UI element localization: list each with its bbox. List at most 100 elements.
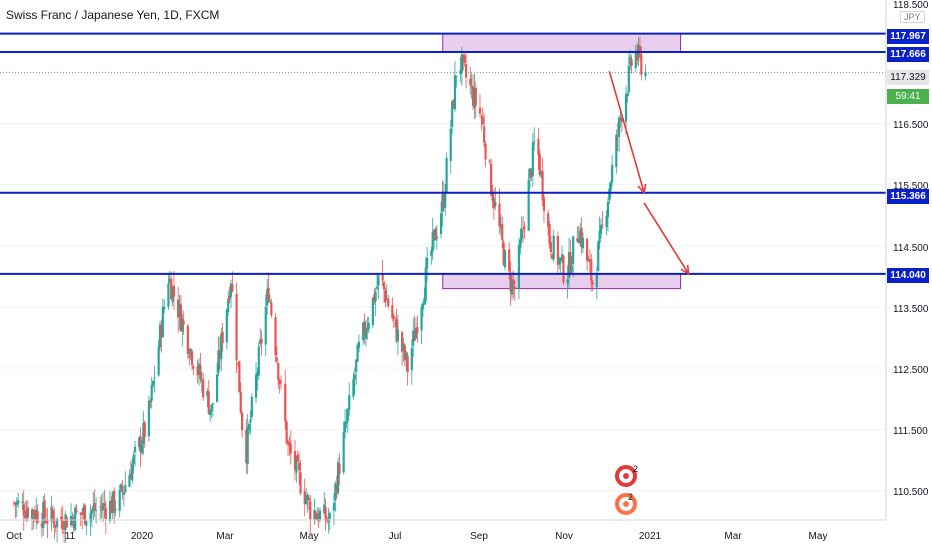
candle-body — [129, 473, 132, 479]
candle-body — [128, 475, 131, 487]
candle-body — [577, 240, 580, 244]
candle-body — [138, 437, 141, 448]
candle-body — [449, 128, 452, 161]
candle-body — [538, 154, 541, 176]
candle-body — [522, 228, 525, 230]
candle-body — [177, 299, 180, 318]
candle-body — [371, 297, 374, 326]
candle-body — [100, 509, 103, 511]
candle-body — [357, 341, 361, 348]
candle-body — [400, 332, 404, 352]
candle-body — [298, 462, 301, 471]
candle-body — [15, 501, 18, 506]
candle-body — [463, 55, 466, 63]
projection-arrows[interactable] — [608, 71, 690, 276]
candle-body — [396, 329, 400, 342]
chart-grid — [0, 122, 886, 492]
projection-arrow[interactable] — [608, 71, 645, 193]
time-tick: Sep — [470, 531, 488, 542]
candle-body — [54, 525, 57, 527]
candle-body — [627, 65, 630, 93]
candle-body — [327, 520, 330, 522]
candle-body — [337, 462, 340, 494]
candle-body — [385, 298, 388, 300]
candle-body — [217, 350, 220, 373]
candle-body — [580, 228, 583, 248]
candle-body — [638, 46, 642, 54]
candle-body — [420, 307, 423, 331]
candle-body — [430, 250, 433, 256]
candle-body — [124, 485, 127, 492]
supply-demand-zone[interactable] — [442, 33, 682, 53]
currency-badge[interactable]: JPY — [900, 11, 925, 23]
candle-body — [197, 363, 201, 375]
candle-body — [334, 483, 337, 501]
candle-body — [548, 224, 551, 245]
candle-body — [556, 236, 559, 265]
candle-body — [26, 507, 30, 518]
candle-body — [147, 400, 151, 437]
candle-body — [560, 254, 564, 261]
candle-body — [231, 284, 234, 292]
candle-body — [190, 351, 194, 366]
candle-body — [537, 138, 540, 155]
candle-body — [36, 511, 39, 523]
level-label[interactable]: 117.967 — [887, 29, 929, 44]
candle-body — [421, 303, 425, 310]
candle-body — [335, 484, 338, 494]
candle-body — [168, 278, 171, 283]
candle-body — [250, 396, 253, 418]
level-label[interactable]: 115.366 — [887, 189, 929, 204]
candle-body — [307, 497, 310, 501]
candle-body — [615, 134, 618, 168]
candle-body — [474, 87, 477, 106]
candle-body — [410, 347, 413, 371]
candle-body — [510, 279, 514, 295]
time-tick: 2020 — [130, 531, 154, 542]
candle-body — [90, 509, 93, 514]
candle-body — [111, 491, 114, 514]
candle-body — [367, 322, 370, 330]
svg-text:2: 2 — [628, 492, 633, 502]
candle-body — [323, 504, 326, 514]
projection-arrow[interactable] — [643, 202, 690, 275]
candle-body — [498, 203, 501, 227]
candle-body — [108, 500, 112, 522]
candle-body — [616, 135, 619, 137]
candle-body — [491, 192, 494, 201]
candle-body — [32, 510, 35, 516]
candle-body — [305, 498, 308, 504]
candle-body — [434, 228, 437, 241]
candle-body — [569, 252, 572, 274]
candle-body — [196, 366, 199, 376]
candle-body — [470, 85, 473, 88]
candle-body — [17, 500, 20, 505]
level-label[interactable]: 114.040 — [887, 268, 929, 283]
candle-body — [25, 510, 28, 518]
candle-body — [435, 236, 438, 239]
price-tick: 116.500 — [893, 120, 929, 131]
candle-body — [363, 321, 366, 337]
candle-body — [285, 421, 288, 444]
horizontal-levels[interactable] — [0, 32, 886, 275]
candle-body — [133, 446, 137, 452]
candle-body — [295, 457, 298, 473]
candle-body — [245, 429, 248, 463]
candle-body — [24, 516, 27, 518]
candle-body — [157, 346, 160, 376]
level-label[interactable]: 117.666 — [887, 47, 929, 62]
candle-body — [313, 510, 316, 520]
candle-body — [355, 359, 358, 372]
candle-body — [266, 289, 269, 306]
supply-demand-zone[interactable] — [442, 273, 682, 290]
candle-body — [82, 507, 85, 515]
watermark-logo: 2 2 — [615, 464, 638, 515]
candle-body — [527, 179, 530, 231]
candle-body — [179, 304, 183, 331]
candle-body — [50, 507, 53, 522]
candle-body — [260, 338, 263, 344]
candle-body — [540, 171, 543, 174]
candle-body — [306, 494, 309, 501]
candle-body — [570, 266, 573, 272]
